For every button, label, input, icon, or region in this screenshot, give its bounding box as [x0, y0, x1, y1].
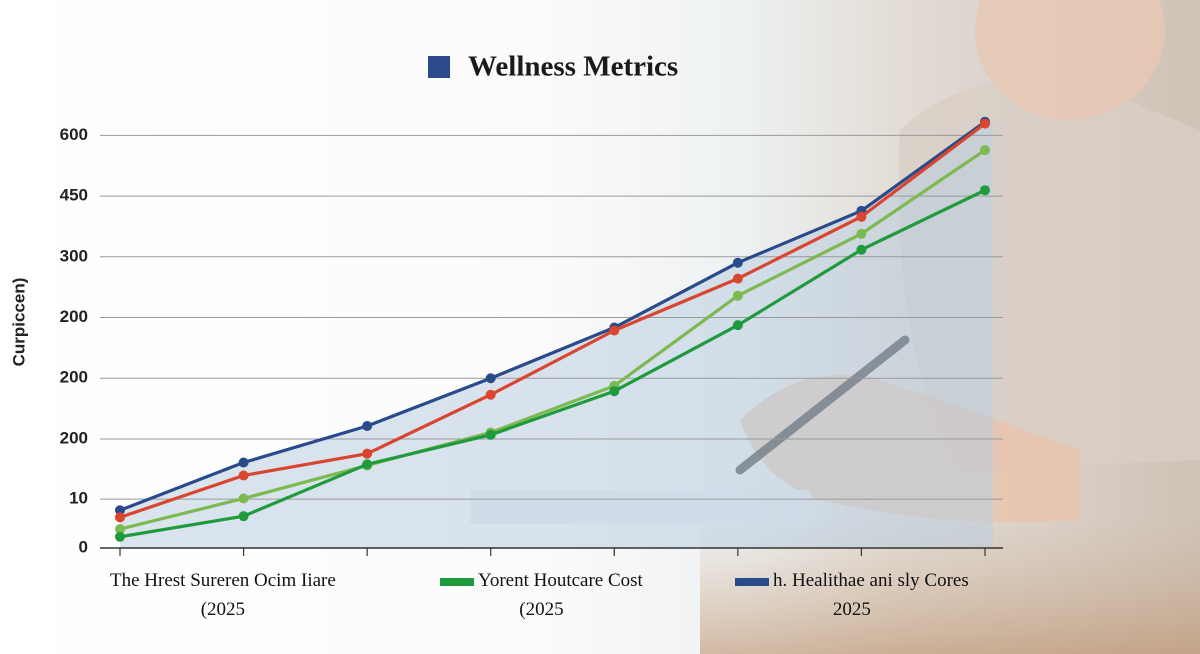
y-tick-label: 300 — [60, 246, 88, 265]
data-point — [980, 185, 990, 196]
area-fill — [120, 121, 993, 549]
data-point — [609, 325, 620, 336]
title-swatch — [428, 56, 450, 78]
data-point — [485, 373, 496, 384]
data-point — [732, 273, 743, 284]
data-point — [238, 470, 249, 481]
y-tick-label: 450 — [60, 186, 88, 205]
data-point — [115, 505, 125, 516]
data-point — [115, 512, 125, 523]
data-point — [238, 493, 249, 504]
legend-entry: Yorent Houtcare Cost (2025 — [440, 566, 643, 624]
data-point — [362, 420, 373, 431]
y-tick-label: 200 — [60, 368, 88, 387]
y-tick-label: 200 — [60, 428, 88, 447]
series-line — [119, 148, 986, 531]
y-tick-label: 200 — [60, 307, 88, 326]
data-point — [856, 211, 867, 222]
legend-label: Yorent Houtcare Cost (2025 — [478, 570, 643, 620]
data-point — [980, 145, 990, 156]
y-tick-label: 600 — [60, 125, 88, 144]
data-point — [115, 531, 125, 542]
data-point — [980, 118, 990, 129]
y-axis-label: Curpiccen) — [9, 278, 28, 367]
data-point — [485, 389, 496, 400]
chart-title: Wellness Metrics — [468, 51, 678, 83]
data-point — [732, 320, 743, 331]
series-line — [119, 122, 986, 519]
series-line — [119, 188, 986, 539]
legend-entry: h. Healithae ani sly Cores 2025 — [735, 566, 969, 624]
data-point — [362, 448, 373, 459]
data-point — [856, 244, 867, 255]
legend-swatch — [735, 577, 769, 586]
series-line — [119, 120, 986, 512]
y-tick-label: 0 — [79, 537, 88, 556]
data-point — [238, 457, 249, 468]
data-point — [238, 511, 249, 522]
data-point — [609, 386, 620, 397]
data-point — [732, 290, 743, 301]
y-tick-label: 10 — [69, 489, 88, 508]
data-point — [485, 429, 496, 440]
data-point — [732, 257, 743, 268]
data-point — [856, 228, 867, 239]
data-point — [362, 459, 373, 470]
legend-label: h. Healithae ani sly Cores 2025 — [773, 570, 969, 620]
data-point — [115, 524, 125, 535]
plot-area: 0 10 200 200 200 300 450 600 — [60, 116, 1003, 556]
legend-swatch — [440, 577, 474, 586]
legend-entry: The Hrest Sureren Ocim Iiare (2025 — [110, 566, 336, 624]
legend-label: The Hrest Sureren Ocim Iiare (2025 — [110, 570, 336, 620]
